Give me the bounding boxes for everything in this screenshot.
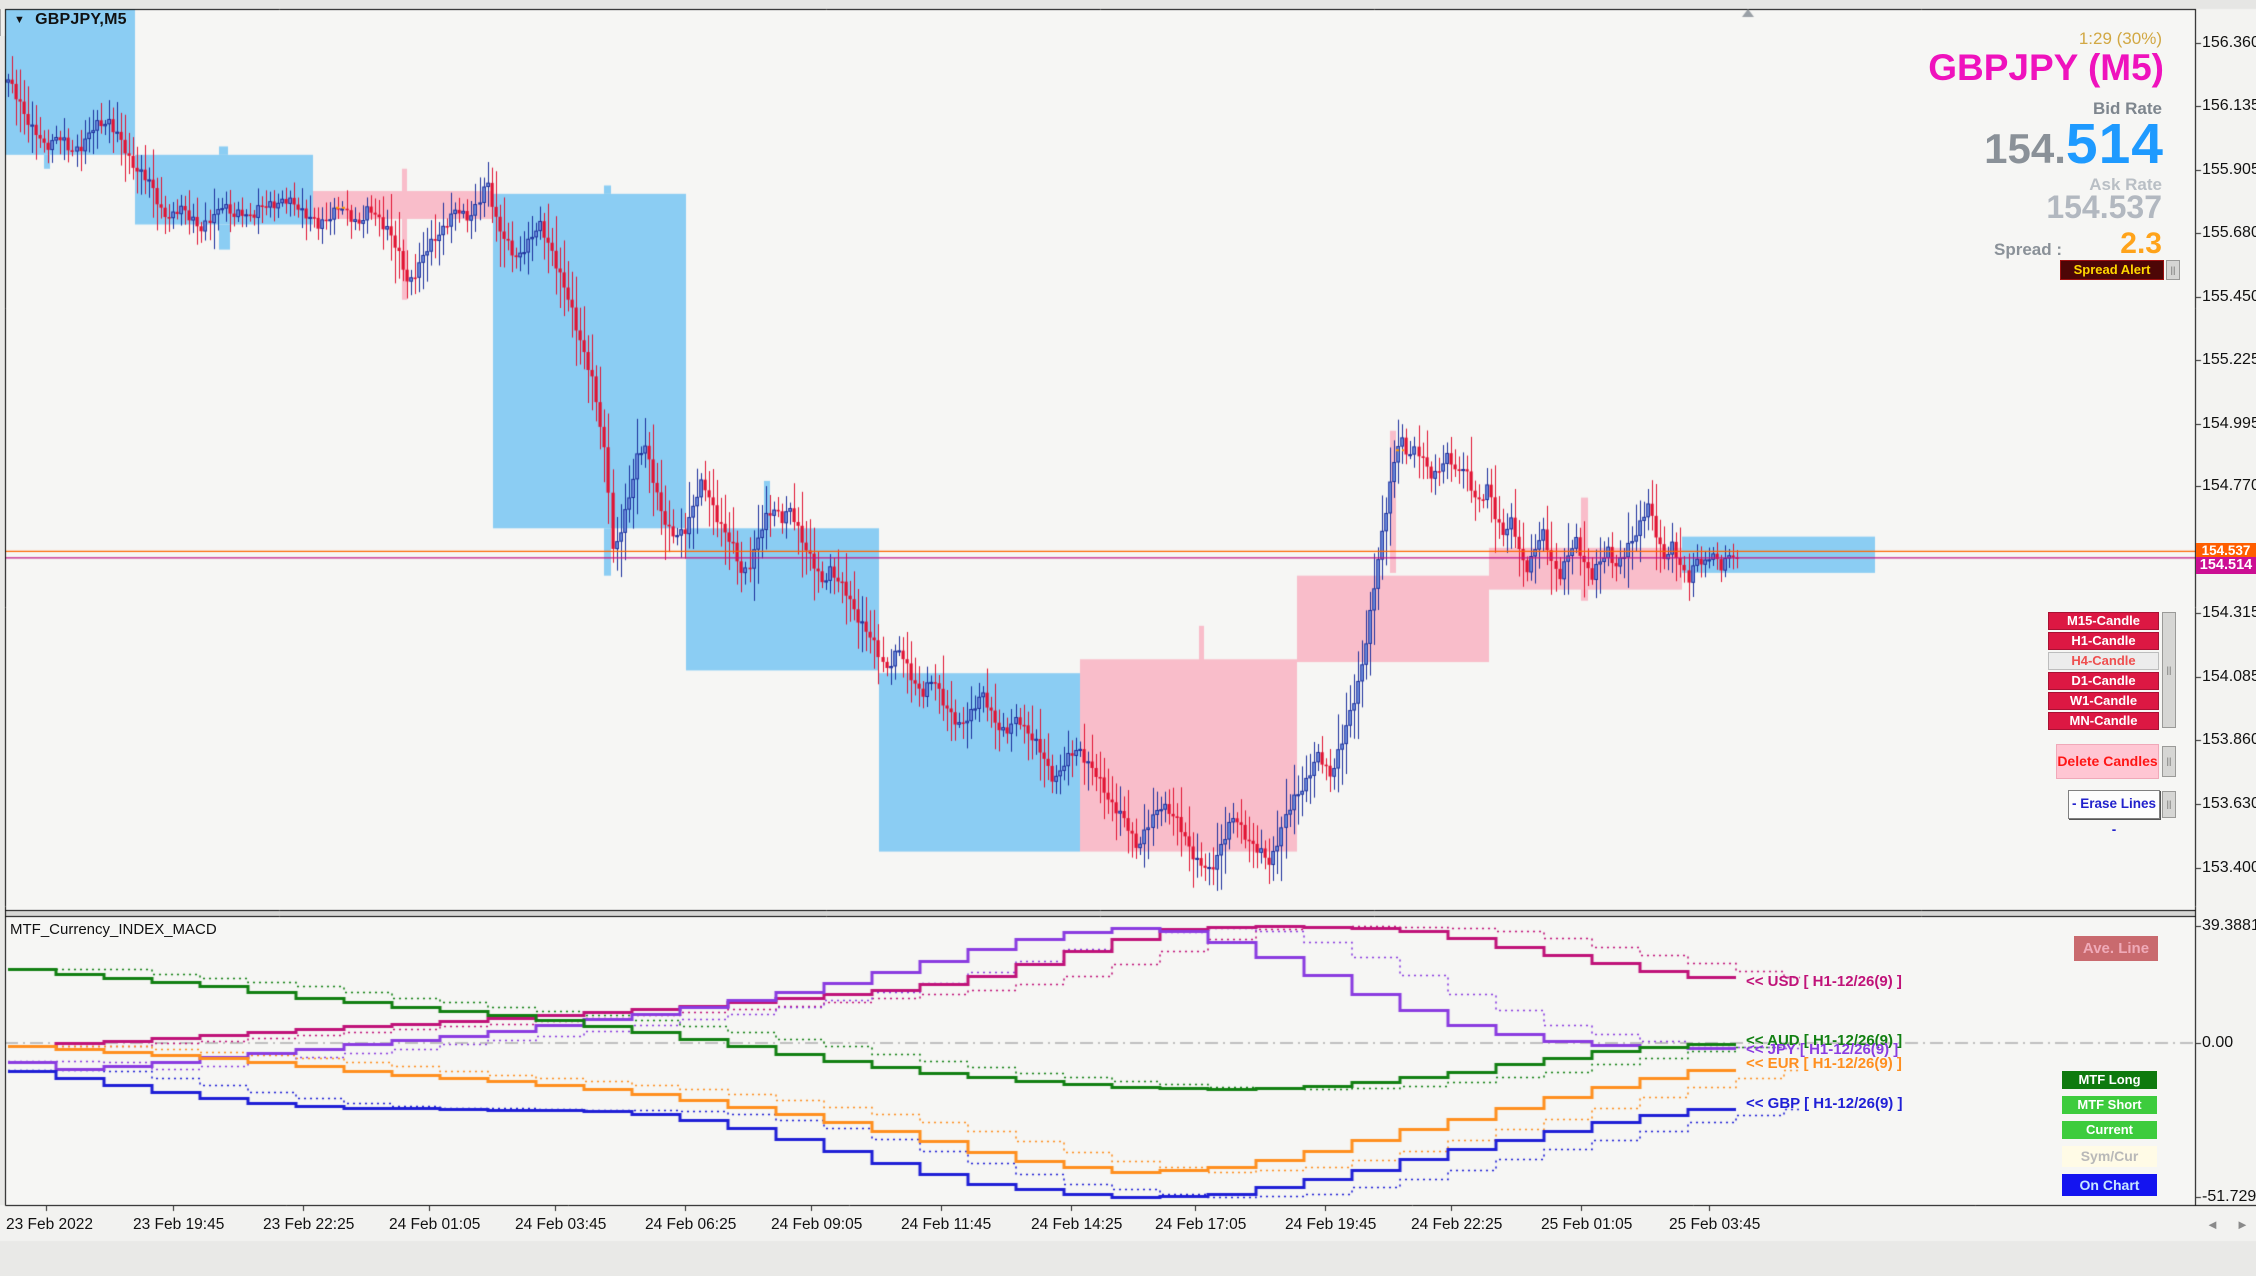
indicator-name-label: MTF_Currency_INDEX_MACD — [10, 921, 217, 938]
price-axis-tick-label: 155.905 — [2202, 161, 2256, 179]
indicator-button-sym-cur[interactable]: Sym/Cur — [2062, 1146, 2157, 1167]
bid-frac: 514 — [2065, 112, 2164, 176]
indicator-button-mtf-long[interactable]: MTF Long — [2062, 1071, 2157, 1089]
time-axis-label: 24 Feb 01:05 — [389, 1216, 481, 1233]
candle-timer: 1:29 (30%) — [2078, 29, 2162, 48]
scroll-left-icon[interactable]: ◄ — [2206, 1217, 2219, 1232]
indicator-button-on-chart[interactable]: On Chart — [2062, 1174, 2157, 1196]
dropdown-arrow-icon[interactable]: ▼ — [14, 14, 26, 26]
indicator-button-mtf-short[interactable]: MTF Short — [2062, 1096, 2157, 1114]
time-axis-label: 24 Feb 19:45 — [1285, 1216, 1377, 1233]
indicator-scale-label: 0.00 — [2202, 1034, 2234, 1051]
price-axis-tick-label: 154.315 — [2202, 604, 2256, 622]
price-axis-tick-label: 155.680 — [2202, 223, 2256, 241]
price-axis-tick-label: 153.860 — [2202, 731, 2256, 749]
price-axis-tick-label: 155.450 — [2202, 287, 2256, 305]
time-axis-label: 25 Feb 03:45 — [1669, 1216, 1761, 1233]
time-axis-label: 23 Feb 2022 — [6, 1216, 94, 1233]
time-axis-label: 24 Feb 11:45 — [901, 1216, 992, 1233]
ask-rate-value: 154.537 — [2046, 189, 2162, 225]
price-axis-tick-label: 155.225 — [2202, 350, 2256, 368]
indicator-line-label-gbp: << GBP [ H1-12/26(9) ] — [1746, 1095, 1903, 1113]
ask-price-badge: 154.537 — [2196, 543, 2256, 559]
time-axis-label: 24 Feb 09:05 — [771, 1216, 863, 1233]
spread-label: Spread : — [1994, 240, 2063, 259]
scroll-right-icon[interactable]: ► — [2236, 1217, 2249, 1232]
time-axis-label: 24 Feb 06:25 — [645, 1216, 737, 1233]
indicator-button-current[interactable]: Current — [2062, 1121, 2157, 1139]
time-axis-label: 24 Feb 03:45 — [515, 1216, 607, 1233]
spread-alert-drag-grip[interactable]: || — [2166, 260, 2180, 280]
spread-alert-button[interactable]: Spread Alert — [2060, 260, 2164, 280]
timeframe-button-d1-candle[interactable]: D1-Candle — [2048, 672, 2159, 690]
price-axis-tick-label: 154.995 — [2202, 414, 2256, 432]
erase-lines-drag-grip[interactable]: || — [2162, 791, 2176, 818]
timeframe-button-mn-candle[interactable]: MN-Candle — [2048, 712, 2159, 730]
price-axis-tick-label: 153.630 — [2202, 795, 2256, 813]
price-axis-tick-label: 156.360 — [2202, 34, 2256, 52]
bid-rate-label: Bid Rate — [2093, 99, 2162, 118]
time-axis-label: 24 Feb 14:25 — [1031, 1216, 1123, 1233]
time-axis-label: 23 Feb 19:45 — [133, 1216, 225, 1233]
symbol-text: GBPJPY,M5 — [35, 11, 127, 28]
ask-rate-label: Ask Rate — [2089, 175, 2162, 194]
bid-int: 154. — [1984, 125, 2066, 172]
bid-rate-value: 154.514 — [1984, 111, 2164, 177]
time-axis-label: 24 Feb 17:05 — [1155, 1216, 1247, 1233]
bid-price-badge: 154.514 — [2196, 556, 2256, 574]
price-axis-tick-label: 156.135 — [2202, 97, 2256, 115]
price-axis-tick-label: 153.400 — [2202, 859, 2256, 877]
indicator-line-label-usd: << USD [ H1-12/26(9) ] — [1746, 972, 1902, 990]
indicator-button-ave-line[interactable]: Ave. Line — [2074, 936, 2158, 961]
quote-symbol-title: GBPJPY (M5) — [1928, 47, 2164, 88]
price-axis-tick-label: 154.085 — [2202, 668, 2256, 686]
spread-value: 2.3 — [2120, 227, 2162, 260]
indicator-scale-label: 39.3881 — [2202, 916, 2256, 934]
indicator-scale-label: -51.7298 — [2202, 1188, 2256, 1206]
chart-symbol-label[interactable]: ▼ GBPJPY,M5 — [14, 11, 127, 29]
delete-candles-drag-grip[interactable]: || — [2162, 746, 2176, 777]
erase-lines-button[interactable]: - Erase Lines - — [2068, 790, 2160, 837]
timeframe-button-h4-candle[interactable]: H4-Candle — [2048, 652, 2159, 670]
candle-buttons-drag-grip[interactable]: || — [2162, 612, 2176, 728]
timeframe-button-w1-candle[interactable]: W1-Candle — [2048, 692, 2159, 710]
time-axis-label: 24 Feb 22:25 — [1411, 1216, 1503, 1233]
delete-candles-button[interactable]: Delete Candles — [2056, 744, 2159, 779]
time-axis-label: 25 Feb 01:05 — [1541, 1216, 1633, 1233]
time-axis-label: 23 Feb 22:25 — [263, 1216, 355, 1233]
timeframe-button-h1-candle[interactable]: H1-Candle — [2048, 632, 2159, 650]
timeframe-button-m15-candle[interactable]: M15-Candle — [2048, 612, 2159, 630]
indicator-line-label-aud: << AUD [ H1-12/26(9) ] — [1746, 1031, 1903, 1049]
price-axis-tick-label: 154.770 — [2202, 477, 2256, 495]
indicator-line-label-jpy: << JPY [ H1-12/26(9) ] — [1746, 1040, 1899, 1058]
indicator-line-label-eur: << EUR [ H1-12/26(9) ] — [1746, 1054, 1902, 1072]
